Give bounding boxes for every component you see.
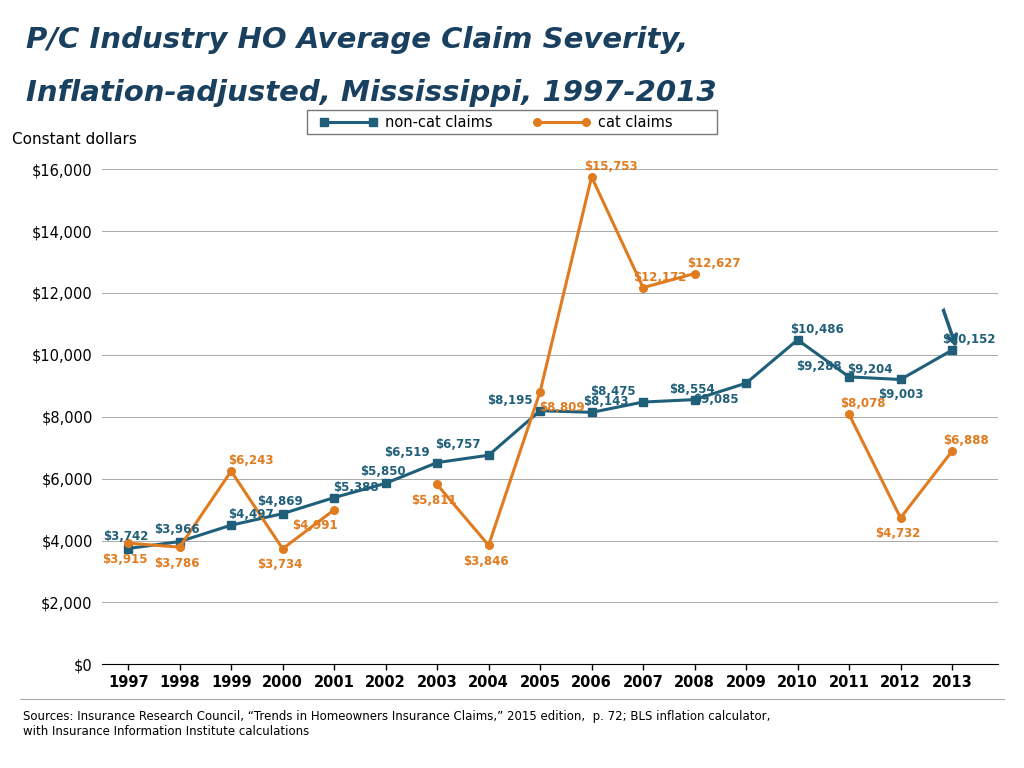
Text: $3,966: $3,966 — [154, 523, 200, 536]
Text: Non-CAT inflation-
adjusted claim
severity tripled in the
17 years 1997-2013: Non-CAT inflation- adjusted claim severi… — [751, 217, 954, 314]
Text: $4,869: $4,869 — [257, 495, 303, 508]
Text: $9,288: $9,288 — [796, 360, 842, 373]
Text: Sources: Insurance Research Council, “Trends in Homeowners Insurance Claims,” 20: Sources: Insurance Research Council, “Tr… — [23, 710, 770, 738]
Text: non-cat claims: non-cat claims — [385, 114, 493, 130]
Text: $4,497: $4,497 — [227, 508, 273, 521]
Text: $3,742: $3,742 — [102, 530, 148, 543]
Text: $4,732: $4,732 — [876, 528, 921, 541]
Text: $5,850: $5,850 — [360, 465, 406, 478]
Text: $4,991: $4,991 — [292, 519, 338, 532]
Text: $3,915: $3,915 — [102, 553, 148, 565]
Text: Constant dollars: Constant dollars — [12, 132, 137, 147]
Text: $5,388: $5,388 — [334, 481, 379, 494]
Text: $6,757: $6,757 — [435, 439, 481, 452]
Text: $3,786: $3,786 — [155, 557, 200, 570]
Text: $15,753: $15,753 — [585, 160, 638, 173]
Text: $8,809: $8,809 — [540, 401, 585, 414]
Text: $12,627: $12,627 — [687, 257, 740, 270]
Text: $6,888: $6,888 — [943, 434, 989, 447]
Text: $8,078: $8,078 — [841, 397, 886, 410]
Text: $3,734: $3,734 — [257, 558, 302, 571]
Text: $8,195: $8,195 — [486, 394, 532, 407]
Text: $9,204: $9,204 — [847, 362, 893, 376]
Text: $9,085: $9,085 — [692, 392, 738, 406]
Text: $9,003: $9,003 — [878, 388, 924, 401]
Text: $6,519: $6,519 — [384, 445, 429, 458]
Text: $5,811: $5,811 — [412, 494, 457, 507]
Text: $12,172: $12,172 — [633, 270, 686, 283]
Text: $3,846: $3,846 — [463, 554, 509, 568]
Text: $6,243: $6,243 — [227, 454, 273, 467]
Text: $10,152: $10,152 — [942, 333, 995, 346]
Text: $10,486: $10,486 — [791, 323, 844, 336]
Text: $8,475: $8,475 — [590, 385, 635, 398]
Text: P/C Industry HO Average Claim Severity,: P/C Industry HO Average Claim Severity, — [26, 26, 688, 55]
Text: cat claims: cat claims — [598, 114, 673, 130]
Text: $8,554: $8,554 — [669, 382, 715, 396]
Text: Inflation-adjusted, Mississippi, 1997-2013: Inflation-adjusted, Mississippi, 1997-20… — [26, 78, 716, 107]
Text: $8,143: $8,143 — [583, 396, 629, 409]
